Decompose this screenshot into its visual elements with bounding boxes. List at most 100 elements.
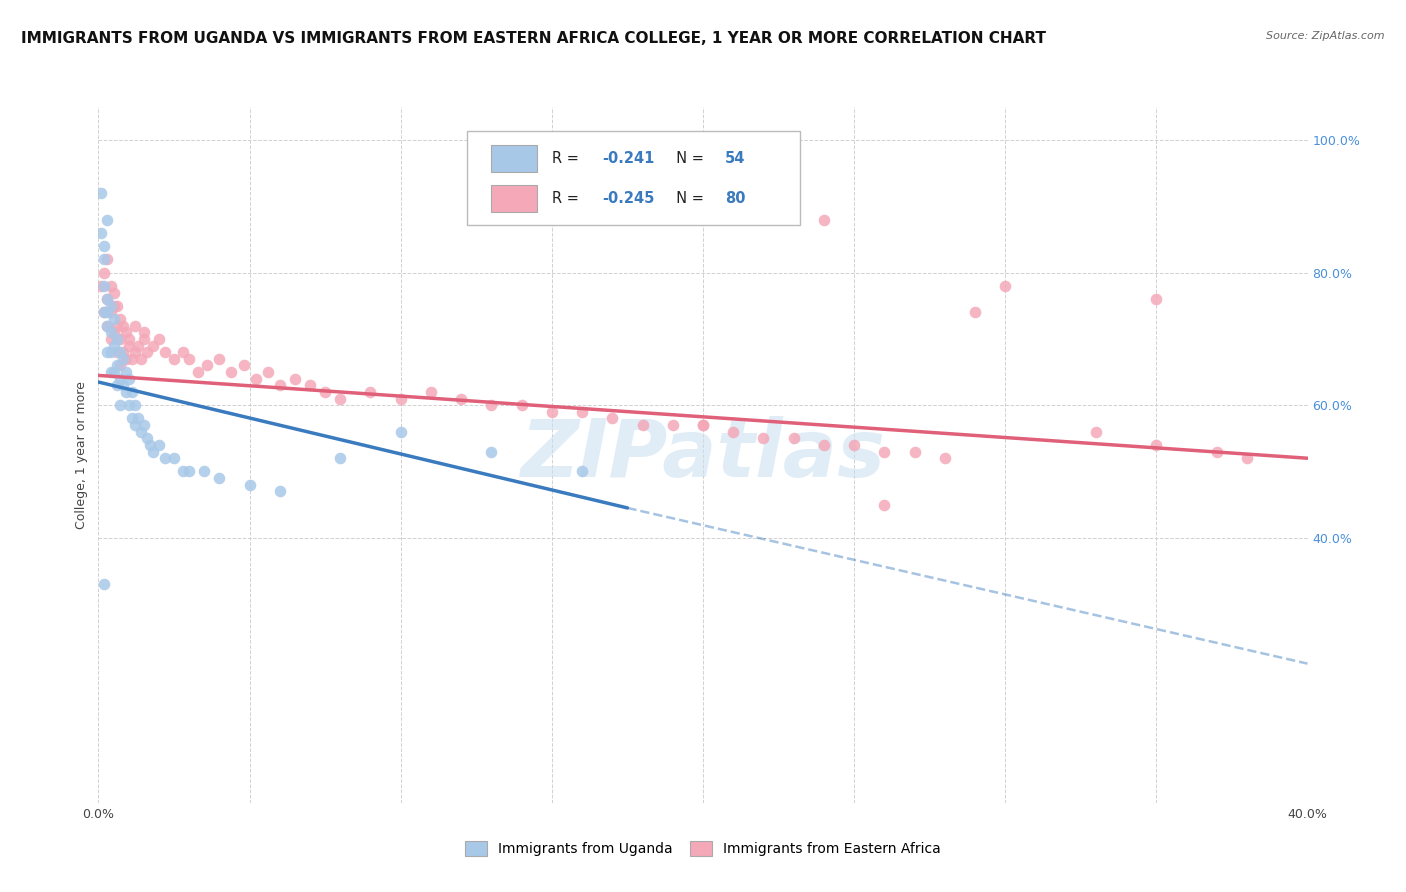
Text: 54: 54 [724,151,745,166]
Point [1085,425,1108,439]
Point [299,378,322,392]
FancyBboxPatch shape [492,145,537,171]
Point [118,372,141,386]
Point [105,378,128,392]
Point [121,411,143,425]
Point [114,351,136,366]
Point [93,305,115,319]
Point [329,392,352,406]
Point [1144,438,1167,452]
Point [142,444,165,458]
Point [631,418,654,433]
Point [844,438,866,452]
Point [193,465,215,479]
Point [90,226,112,240]
Text: IMMIGRANTS FROM UGANDA VS IMMIGRANTS FROM EASTERN AFRICA COLLEGE, 1 YEAR OR MORE: IMMIGRANTS FROM UGANDA VS IMMIGRANTS FRO… [21,31,1046,46]
Point [153,451,176,466]
Point [329,451,352,466]
Point [93,252,115,267]
Point [127,411,149,425]
Point [245,372,267,386]
Point [96,292,118,306]
Point [239,477,262,491]
Point [965,305,987,319]
Point [108,312,131,326]
Text: -0.245: -0.245 [603,191,655,206]
Point [93,577,115,591]
Point [360,384,382,399]
Point [232,359,254,373]
Point [111,345,134,359]
Point [783,431,806,445]
Point [389,425,412,439]
Point [108,345,131,359]
Point [93,239,115,253]
Point [111,351,134,366]
Point [163,451,186,466]
Point [187,365,209,379]
Point [93,279,115,293]
FancyBboxPatch shape [467,131,800,226]
Point [195,359,218,373]
Point [129,425,152,439]
Point [139,438,162,452]
Point [752,431,775,445]
Point [100,299,122,313]
Point [127,338,149,352]
Point [103,285,125,300]
Point [813,438,835,452]
Point [571,465,593,479]
Point [148,332,170,346]
Text: N =: N = [666,151,709,166]
Point [103,312,125,326]
Point [93,305,115,319]
Text: R =: R = [551,191,583,206]
Point [389,392,412,406]
Point [172,345,194,359]
Point [118,338,141,352]
Point [103,365,125,379]
Point [135,431,157,445]
Point [124,418,146,433]
Point [100,305,122,319]
Point [103,299,125,313]
Point [208,471,231,485]
Point [96,305,118,319]
Point [124,318,146,333]
Point [481,398,503,412]
Point [420,384,443,399]
Point [132,332,155,346]
Point [873,444,896,458]
Point [105,318,128,333]
Point [142,338,165,352]
Point [132,326,155,340]
Point [96,318,118,333]
Point [96,318,118,333]
Text: Source: ZipAtlas.com: Source: ZipAtlas.com [1267,31,1385,41]
Point [269,378,291,392]
Point [100,345,122,359]
Point [1236,451,1258,466]
Point [132,418,155,433]
Point [208,351,231,366]
Point [108,359,131,373]
Point [114,384,136,399]
Text: -0.241: -0.241 [603,151,655,166]
Point [108,372,131,386]
Point [481,444,503,458]
Point [105,332,128,346]
Point [105,299,128,313]
Point [602,411,624,425]
Text: R =: R = [551,151,583,166]
Point [121,384,143,399]
Point [723,425,745,439]
Point [111,318,134,333]
Point [114,326,136,340]
Point [103,338,125,352]
Point [1144,292,1167,306]
Point [111,378,134,392]
Point [661,418,683,433]
Point [108,398,131,412]
Point [510,398,533,412]
Legend: Immigrants from Uganda, Immigrants from Eastern Africa: Immigrants from Uganda, Immigrants from … [460,836,946,862]
